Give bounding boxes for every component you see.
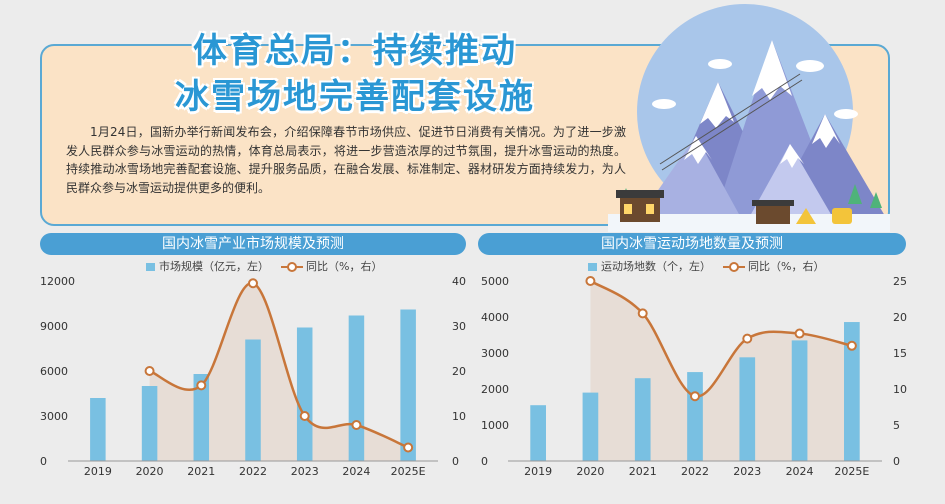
chart1-y-tick: 12000 (40, 275, 75, 288)
chart2-y-tick: 2000 (481, 383, 509, 396)
chart2-x-tick: 2023 (733, 465, 761, 478)
chart2-y2-tick: 0 (893, 455, 900, 468)
chart1-legend-line-swatch (281, 262, 303, 272)
chart1-line-area (149, 283, 409, 461)
chart2-x-tick: 2021 (629, 465, 657, 478)
chart1-y-tick: 6000 (40, 365, 68, 378)
chart2-line-area (590, 281, 852, 461)
chart2-x-tick: 2019 (524, 465, 552, 478)
chart2-bar (530, 405, 546, 461)
chart1-legend-line-label: 同比（%，右） (306, 260, 383, 273)
chart1-x-tick: 2019 (84, 465, 112, 478)
chart1-legend-bar-label: 市场规模（亿元，左） (159, 260, 269, 273)
chart2-line-point (742, 333, 753, 344)
chart2-line-point (690, 391, 700, 402)
chart1-y2-tick: 20 (452, 365, 466, 378)
chart1-x-tick: 2023 (291, 465, 319, 478)
chart2-y-tick: 0 (481, 455, 488, 468)
title-line-2: 冰雪场地完善配套设施 (175, 77, 535, 117)
chart2-y2-tick: 10 (893, 383, 907, 396)
chart2-y-tick: 4000 (481, 311, 509, 324)
chart1-x-tick: 2020 (136, 465, 164, 478)
chart2-line-point (637, 308, 648, 319)
chart2-legend-line-label: 同比（%，右） (748, 260, 825, 273)
chart1-x-tick: 2022 (239, 465, 267, 478)
chart1-bar (90, 398, 106, 461)
chart1-bar (141, 386, 158, 461)
chart1-line-point (196, 380, 207, 391)
chart1-y2-tick: 40 (452, 275, 466, 288)
chart1-bar (400, 309, 416, 461)
chart1-x-tick: 2024 (342, 465, 370, 478)
chart2-y-tick: 5000 (481, 275, 509, 288)
chart2-x-tick: 2025E (834, 465, 869, 478)
chart2-y2-tick: 5 (893, 419, 900, 432)
chart1-title: 国内冰雪产业市场规模及预测 (40, 233, 466, 255)
chart2-bar (634, 378, 651, 461)
chart2-y2-tick: 20 (893, 311, 907, 324)
chart2-y2-tick: 15 (893, 347, 907, 360)
chart1-x-tick: 2025E (391, 465, 426, 478)
chart2-line-point (585, 276, 596, 286)
chart1-y-tick: 0 (40, 455, 47, 468)
page-title: 体育总局：持续推动 冰雪场地完善配套设施 (120, 28, 590, 120)
chart2-legend-bar-label: 运动场地数（个，左） (601, 260, 711, 273)
chart2-bar (791, 340, 808, 461)
chart2-x-tick: 2022 (681, 465, 709, 478)
chart2-y-tick: 1000 (481, 419, 509, 432)
chart1-legend: 市场规模（亿元，左） 同比（%，右） (146, 258, 382, 274)
chart1-line-point (351, 420, 362, 430)
chart2-bar (582, 392, 599, 461)
chart2-bar (687, 372, 703, 461)
chart1-line-point (144, 366, 155, 376)
ski-resort-illustration (608, 4, 890, 232)
chart2-legend: 运动场地数（个，左） 同比（%，右） (588, 258, 824, 274)
chart1-line-point (299, 411, 310, 421)
intro-text: 1月24日，国新办举行新闻发布会，介绍保障春节市场供应、促进节日消费有关情况。为… (66, 125, 626, 195)
title-line-1: 体育总局：持续推动 (193, 31, 517, 71)
chart2-bar (739, 357, 756, 461)
chart1-y-tick: 9000 (40, 320, 68, 333)
chart1-line-point (403, 442, 414, 453)
chart2-title: 国内冰雪运动场地数量及预测 (478, 233, 906, 255)
chart1-bar (245, 339, 261, 461)
chart1-x-tick: 2021 (187, 465, 215, 478)
chart1-y-tick: 3000 (40, 410, 68, 423)
chart2-legend-bar-swatch (588, 263, 597, 271)
chart1-line-point (248, 278, 258, 289)
chart2-y2-tick: 25 (893, 275, 907, 288)
chart1-y2-tick: 30 (452, 320, 466, 333)
chart1-bar (296, 327, 313, 461)
chart2-y-tick: 3000 (481, 347, 509, 360)
chart2-bar (844, 322, 860, 461)
chart2-x-tick: 2020 (576, 465, 604, 478)
chart2-line-point (846, 340, 857, 351)
chart2-line-point (794, 328, 805, 339)
chart1-bar (193, 374, 210, 461)
chart2-legend-line-swatch (723, 262, 745, 272)
chart1-y2-tick: 0 (452, 455, 459, 468)
chart1-y2-tick: 10 (452, 410, 466, 423)
chart2-x-tick: 2024 (786, 465, 814, 478)
chart1-legend-bar-swatch (146, 263, 155, 271)
